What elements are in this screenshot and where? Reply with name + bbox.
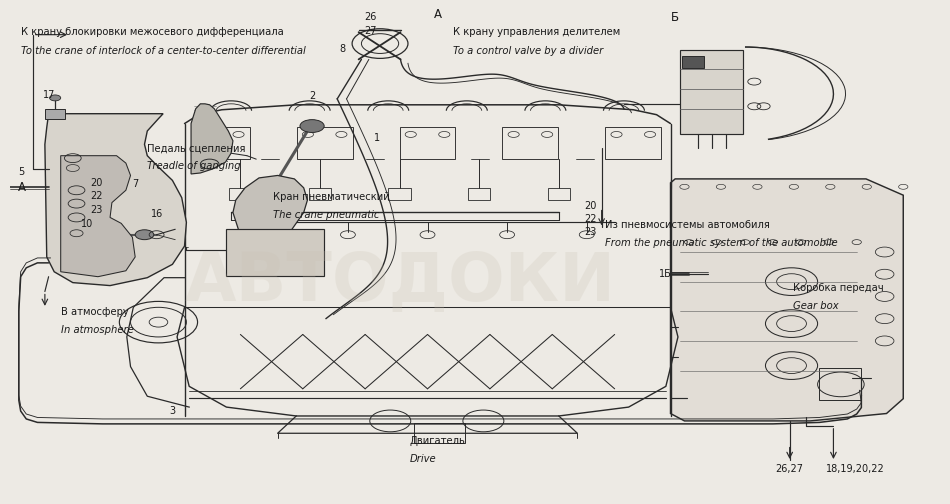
Bar xyxy=(503,127,559,159)
Circle shape xyxy=(300,119,324,133)
Bar xyxy=(309,188,332,200)
Bar xyxy=(680,50,743,135)
Bar xyxy=(400,127,455,159)
Bar xyxy=(413,423,465,443)
Text: 3: 3 xyxy=(169,406,176,416)
Text: 20: 20 xyxy=(90,178,103,188)
Text: 26,27: 26,27 xyxy=(776,464,804,474)
Text: 22: 22 xyxy=(90,191,103,201)
Text: To a control valve by a divider: To a control valve by a divider xyxy=(452,46,603,56)
Text: В атмосферу: В атмосферу xyxy=(61,307,128,318)
Circle shape xyxy=(49,95,61,101)
Text: 27: 27 xyxy=(365,26,377,36)
Bar xyxy=(296,127,352,159)
Text: АВТОДОКИ: АВТОДОКИ xyxy=(185,248,616,314)
Text: Treadle of ganging: Treadle of ganging xyxy=(147,161,241,171)
Polygon shape xyxy=(233,175,308,230)
Text: The crane pneumatic: The crane pneumatic xyxy=(273,210,379,220)
Text: 20: 20 xyxy=(584,201,597,211)
Text: 2: 2 xyxy=(309,91,315,101)
Text: 10: 10 xyxy=(81,219,93,229)
Bar xyxy=(820,368,862,400)
Bar xyxy=(605,127,661,159)
Text: A: A xyxy=(18,181,26,194)
Text: 23: 23 xyxy=(90,205,103,215)
Text: Коробка передач: Коробка передач xyxy=(793,283,884,293)
Text: 22: 22 xyxy=(584,214,597,224)
Text: To the crane of interlock of a center-to-center differential: To the crane of interlock of a center-to… xyxy=(21,46,305,56)
Bar xyxy=(45,109,66,118)
Circle shape xyxy=(135,230,154,239)
Bar xyxy=(229,188,252,200)
Text: 1: 1 xyxy=(374,134,380,144)
Text: Drive: Drive xyxy=(409,454,436,464)
Text: 23: 23 xyxy=(584,227,597,237)
Text: 16: 16 xyxy=(150,210,162,219)
Bar xyxy=(226,229,324,276)
Text: 17: 17 xyxy=(44,90,56,100)
Bar xyxy=(682,56,704,68)
Text: Кран пневматический: Кран пневматический xyxy=(273,192,390,202)
Text: 7: 7 xyxy=(132,179,139,189)
Text: 26: 26 xyxy=(365,13,377,22)
Text: К крану управления делителем: К крану управления делителем xyxy=(452,27,620,37)
Text: Из пневмосистемы автомобиля: Из пневмосистемы автомобиля xyxy=(605,220,770,230)
Text: 1Б: 1Б xyxy=(658,269,672,279)
Text: Двигатель: Двигатель xyxy=(409,436,466,446)
Polygon shape xyxy=(61,156,135,277)
Polygon shape xyxy=(45,114,186,286)
Text: Gear box: Gear box xyxy=(793,301,839,311)
Text: 5: 5 xyxy=(18,167,25,177)
Text: From the pneumatic system of the automobile: From the pneumatic system of the automob… xyxy=(605,238,838,248)
Polygon shape xyxy=(671,179,903,421)
Bar xyxy=(194,127,250,159)
Text: К крану блокировки межосевого дифференциала: К крану блокировки межосевого дифференци… xyxy=(21,27,283,37)
Bar xyxy=(389,188,410,200)
Bar xyxy=(547,188,570,200)
Text: In atmosphere: In atmosphere xyxy=(61,325,133,335)
Text: Б: Б xyxy=(671,11,679,24)
Text: A: A xyxy=(434,9,442,21)
Text: 8: 8 xyxy=(340,43,346,53)
Bar xyxy=(468,188,490,200)
Polygon shape xyxy=(191,104,233,174)
Text: Педаль сцепления: Педаль сцепления xyxy=(147,143,246,153)
Text: 18,19,20,22: 18,19,20,22 xyxy=(826,464,884,474)
